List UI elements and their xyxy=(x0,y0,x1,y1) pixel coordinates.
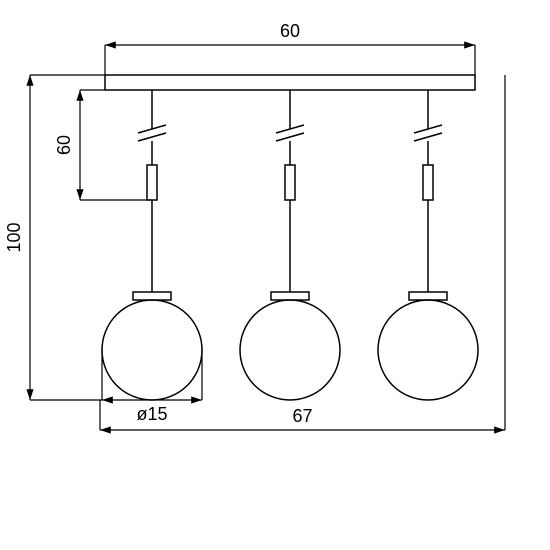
svg-text:100: 100 xyxy=(4,222,24,252)
technical-drawing: 60 67 100 60 ø15 xyxy=(0,0,550,550)
svg-text:ø15: ø15 xyxy=(136,404,167,424)
svg-text:60: 60 xyxy=(54,135,74,155)
svg-text:60: 60 xyxy=(280,21,300,41)
svg-text:67: 67 xyxy=(292,406,312,426)
